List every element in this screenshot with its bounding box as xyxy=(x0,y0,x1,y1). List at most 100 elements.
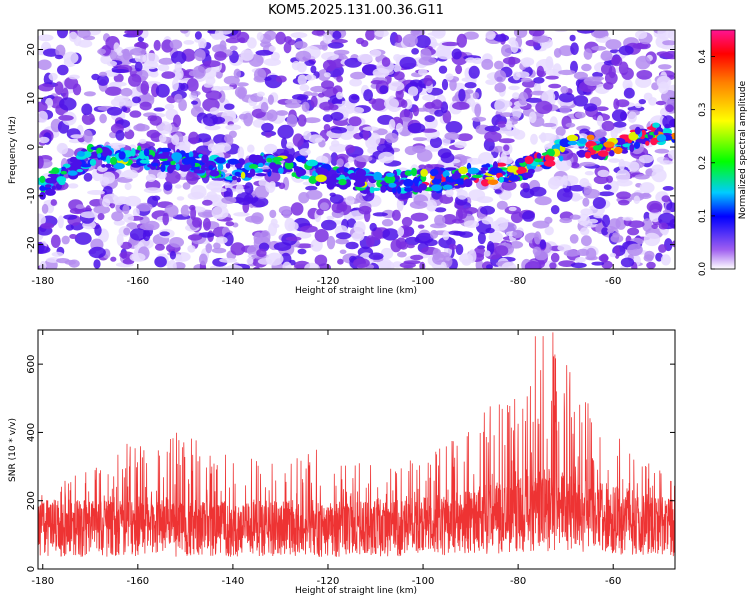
noise-blob xyxy=(38,34,54,42)
noise-blob xyxy=(83,172,93,182)
noise-blob xyxy=(195,133,212,143)
noise-blob xyxy=(651,164,664,173)
noise-blob xyxy=(322,59,337,72)
noise-blob xyxy=(397,226,405,237)
noise-blob xyxy=(163,181,173,191)
noise-blob xyxy=(576,30,595,34)
noise-blob xyxy=(211,205,229,220)
noise-blob xyxy=(281,137,288,149)
noise-blob xyxy=(388,81,405,92)
ridge-blob xyxy=(372,187,381,191)
noise-blob xyxy=(627,227,640,236)
noise-blob xyxy=(448,243,457,250)
noise-blob xyxy=(38,110,48,123)
ridge-blob xyxy=(101,164,106,168)
noise-blob xyxy=(83,129,93,143)
noise-blob xyxy=(481,58,494,70)
noise-blob xyxy=(113,219,126,226)
ridge-blob xyxy=(517,157,525,163)
ridge-blob xyxy=(143,148,150,157)
y-tick-label: 600 xyxy=(26,355,37,374)
noise-blob xyxy=(211,247,227,254)
noise-blob xyxy=(63,51,79,64)
noise-blob xyxy=(314,229,329,243)
noise-blob xyxy=(299,148,311,156)
noise-blob xyxy=(205,90,222,101)
ridge-blob xyxy=(77,151,85,157)
noise-blob xyxy=(411,30,421,36)
noise-blob xyxy=(202,199,213,206)
ridge-blob xyxy=(491,167,503,173)
ridge-blob xyxy=(567,140,578,146)
noise-blob xyxy=(436,49,455,60)
ridge-blob xyxy=(578,138,587,144)
noise-blob xyxy=(440,261,447,269)
noise-blob xyxy=(154,243,165,251)
ridge-blob xyxy=(597,150,609,157)
noise-blob xyxy=(175,184,182,189)
colorbar-tick-label: 0.1 xyxy=(698,209,708,223)
noise-blob xyxy=(316,208,324,216)
noise-blob xyxy=(213,134,228,145)
ridge-blob xyxy=(652,122,660,128)
noise-blob xyxy=(317,263,331,269)
ridge-blob xyxy=(157,153,169,159)
noise-blob xyxy=(549,116,558,130)
noise-blob xyxy=(169,39,183,50)
noise-blob xyxy=(285,236,302,242)
noise-blob xyxy=(587,218,599,224)
noise-blob xyxy=(195,106,202,112)
noise-blob xyxy=(77,30,91,39)
noise-blob xyxy=(219,257,238,263)
noise-blob xyxy=(50,199,57,206)
noise-blob xyxy=(273,223,280,229)
noise-blob xyxy=(606,180,619,194)
ridge-blob xyxy=(384,174,396,184)
noise-blob xyxy=(618,158,626,171)
noise-blob xyxy=(393,71,405,81)
noise-blob xyxy=(198,38,207,49)
noise-blob xyxy=(348,93,360,104)
noise-blob xyxy=(169,237,185,248)
ridge-blob xyxy=(536,152,542,159)
noise-blob xyxy=(412,137,427,142)
noise-blob xyxy=(317,92,325,98)
noise-blob xyxy=(416,149,433,162)
noise-blob xyxy=(407,122,426,134)
noise-blob xyxy=(616,191,632,200)
noise-blob xyxy=(609,252,617,258)
noise-blob xyxy=(203,82,214,88)
noise-blob xyxy=(256,248,267,258)
noise-blob xyxy=(157,63,170,72)
noise-blob xyxy=(264,143,278,154)
noise-blob xyxy=(497,123,506,128)
ridge-blob xyxy=(102,150,108,157)
ridge-blob xyxy=(269,162,277,170)
noise-blob xyxy=(174,93,183,103)
ridge-blob xyxy=(150,165,157,170)
ridge-blob xyxy=(308,175,318,184)
noise-blob xyxy=(139,101,152,111)
noise-blob xyxy=(345,144,356,154)
noise-blob xyxy=(176,196,185,201)
noise-blob xyxy=(656,75,672,89)
noise-blob xyxy=(658,244,667,253)
noise-blob xyxy=(305,185,318,191)
noise-blob xyxy=(296,62,307,73)
noise-blob xyxy=(173,114,181,128)
ridge-blob xyxy=(454,178,467,185)
noise-blob xyxy=(496,200,508,210)
noise-blob xyxy=(323,124,331,131)
colorbar-scale xyxy=(710,29,736,270)
noise-blob xyxy=(456,33,467,48)
noise-blob xyxy=(494,60,504,70)
y-tick-label: 0 xyxy=(26,566,37,572)
noise-blob xyxy=(457,133,473,142)
noise-blob xyxy=(156,171,167,180)
ridge-blob xyxy=(236,177,241,183)
noise-blob xyxy=(416,107,428,112)
noise-blob xyxy=(308,134,323,144)
noise-blob xyxy=(658,64,672,70)
noise-blob xyxy=(171,51,187,65)
ridge-blob xyxy=(513,174,518,179)
